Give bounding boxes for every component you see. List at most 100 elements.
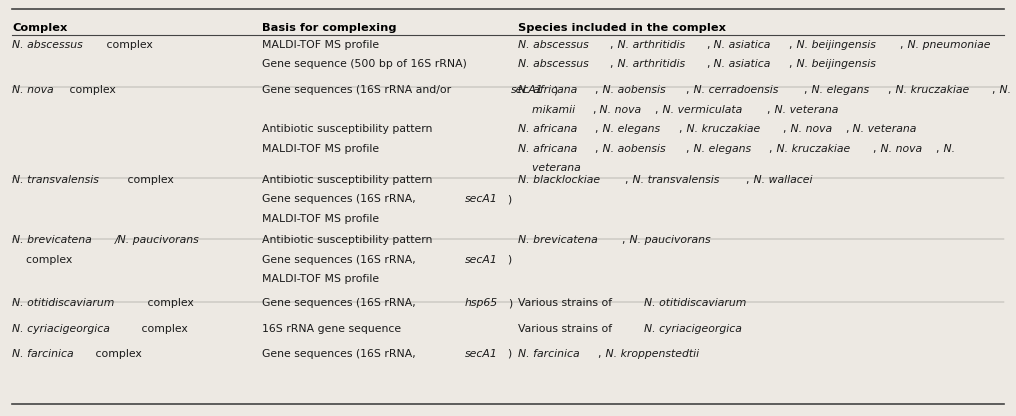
Text: ,: , [706,40,709,50]
Text: MALDI-TOF MS profile: MALDI-TOF MS profile [262,274,379,284]
Text: complex: complex [104,40,153,50]
Text: ,: , [610,59,613,69]
Text: ,: , [654,105,658,115]
Text: 16S rRNA gene sequence: 16S rRNA gene sequence [262,324,401,334]
Text: N. farcinica: N. farcinica [518,349,580,359]
Text: ,: , [768,144,772,154]
Text: MALDI-TOF MS profile: MALDI-TOF MS profile [262,40,379,50]
Text: N. veterana: N. veterana [771,105,838,115]
Text: complex: complex [138,324,188,334]
Text: ): ) [507,194,511,204]
Text: ,: , [766,105,770,115]
Text: secA1: secA1 [465,349,498,359]
Text: N. transvalensis: N. transvalensis [12,175,100,185]
Text: N.: N. [996,85,1011,95]
Text: ,: , [746,175,749,185]
Text: N. aobensis: N. aobensis [599,144,665,154]
Text: N. africana: N. africana [518,144,577,154]
Text: N.: N. [940,144,955,154]
Text: N. cyriacigeorgica: N. cyriacigeorgica [12,324,110,334]
Text: Basis for complexing: Basis for complexing [262,23,396,33]
Text: N. elegans: N. elegans [690,144,751,154]
Text: ,: , [685,144,689,154]
Text: complex: complex [91,349,141,359]
Text: N. abscessus: N. abscessus [518,59,589,69]
Text: ,: , [597,349,601,359]
Text: secA1: secA1 [465,194,498,204]
Text: ,: , [594,144,598,154]
Text: Gene sequences (16S rRNA,: Gene sequences (16S rRNA, [262,194,420,204]
Text: N. aobensis: N. aobensis [599,85,665,95]
Text: N. veterana: N. veterana [849,124,916,134]
Text: N. nova: N. nova [596,105,641,115]
Text: N. abscessus: N. abscessus [518,40,589,50]
Text: ,: , [624,175,628,185]
Text: mikamii: mikamii [518,105,575,115]
Text: N. elegans: N. elegans [808,85,870,95]
Text: Various strains of: Various strains of [518,298,616,308]
Text: N. paucivorans: N. paucivorans [626,235,710,245]
Text: ,: , [678,124,682,134]
Text: N. asiatica: N. asiatica [710,59,770,69]
Text: Antibiotic susceptibility pattern: Antibiotic susceptibility pattern [262,235,433,245]
Text: N. arthritidis: N. arthritidis [614,40,685,50]
Text: ): ) [507,255,511,265]
Text: N. pneumoniae: N. pneumoniae [904,40,991,50]
Text: N. nova: N. nova [786,124,832,134]
Text: Gene sequences (16S rRNA,: Gene sequences (16S rRNA, [262,255,420,265]
Text: Species included in the complex: Species included in the complex [518,23,726,33]
Text: N. nova: N. nova [877,144,923,154]
Text: N. asiatica: N. asiatica [710,40,770,50]
Text: N. kruczakiae: N. kruczakiae [683,124,760,134]
Text: complex: complex [12,255,72,265]
Text: N. wallacei: N. wallacei [750,175,812,185]
Text: ,: , [845,124,848,134]
Text: complex: complex [124,175,174,185]
Text: N. kruczakiae: N. kruczakiae [773,144,850,154]
Text: N. blacklockiae: N. blacklockiae [518,175,600,185]
Text: ,: , [873,144,876,154]
Text: N. abscessus: N. abscessus [12,40,83,50]
Text: /N. paucivorans: /N. paucivorans [115,235,200,245]
Text: ,: , [899,40,903,50]
Text: N. beijingensis: N. beijingensis [792,59,876,69]
Text: ): ) [508,298,512,308]
Text: Gene sequence (500 bp of 16S rRNA): Gene sequence (500 bp of 16S rRNA) [262,59,467,69]
Text: ): ) [507,349,511,359]
Text: N. otitidiscaviarum: N. otitidiscaviarum [644,298,747,308]
Text: Gene sequences (16S rRNA,: Gene sequences (16S rRNA, [262,349,420,359]
Text: MALDI-TOF MS profile: MALDI-TOF MS profile [262,144,379,154]
Text: ,: , [610,40,613,50]
Text: ,: , [706,59,709,69]
Text: ,: , [788,40,791,50]
Text: N. brevicatena: N. brevicatena [518,235,597,245]
Text: ,: , [594,124,598,134]
Text: ,: , [592,105,595,115]
Text: N. vermiculata: N. vermiculata [659,105,743,115]
Text: ): ) [553,85,557,95]
Text: ,: , [804,85,807,95]
Text: complex: complex [144,298,194,308]
Text: hsp65: hsp65 [465,298,498,308]
Text: N. kruczakiae: N. kruczakiae [892,85,969,95]
Text: MALDI-TOF MS profile: MALDI-TOF MS profile [262,214,379,224]
Text: veterana: veterana [518,163,581,173]
Text: Gene sequences (16S rRNA,: Gene sequences (16S rRNA, [262,298,420,308]
Text: Antibiotic susceptibility pattern: Antibiotic susceptibility pattern [262,124,433,134]
Text: N. nova: N. nova [12,85,54,95]
Text: Gene sequences (16S rRNA and/or: Gene sequences (16S rRNA and/or [262,85,455,95]
Text: N. brevicatena: N. brevicatena [12,235,91,245]
Text: Complex: Complex [12,23,68,33]
Text: N. farcinica: N. farcinica [12,349,74,359]
Text: N. africana: N. africana [518,85,577,95]
Text: N. transvalensis: N. transvalensis [629,175,719,185]
Text: Various strains of: Various strains of [518,324,616,334]
Text: N. otitidiscaviarum: N. otitidiscaviarum [12,298,115,308]
Text: secA1: secA1 [511,85,544,95]
Text: ,: , [782,124,785,134]
Text: N. elegans: N. elegans [599,124,660,134]
Text: ,: , [621,235,625,245]
Text: N. kroppenstedtii: N. kroppenstedtii [602,349,699,359]
Text: N. beijingensis: N. beijingensis [792,40,876,50]
Text: N. cerradoensis: N. cerradoensis [690,85,778,95]
